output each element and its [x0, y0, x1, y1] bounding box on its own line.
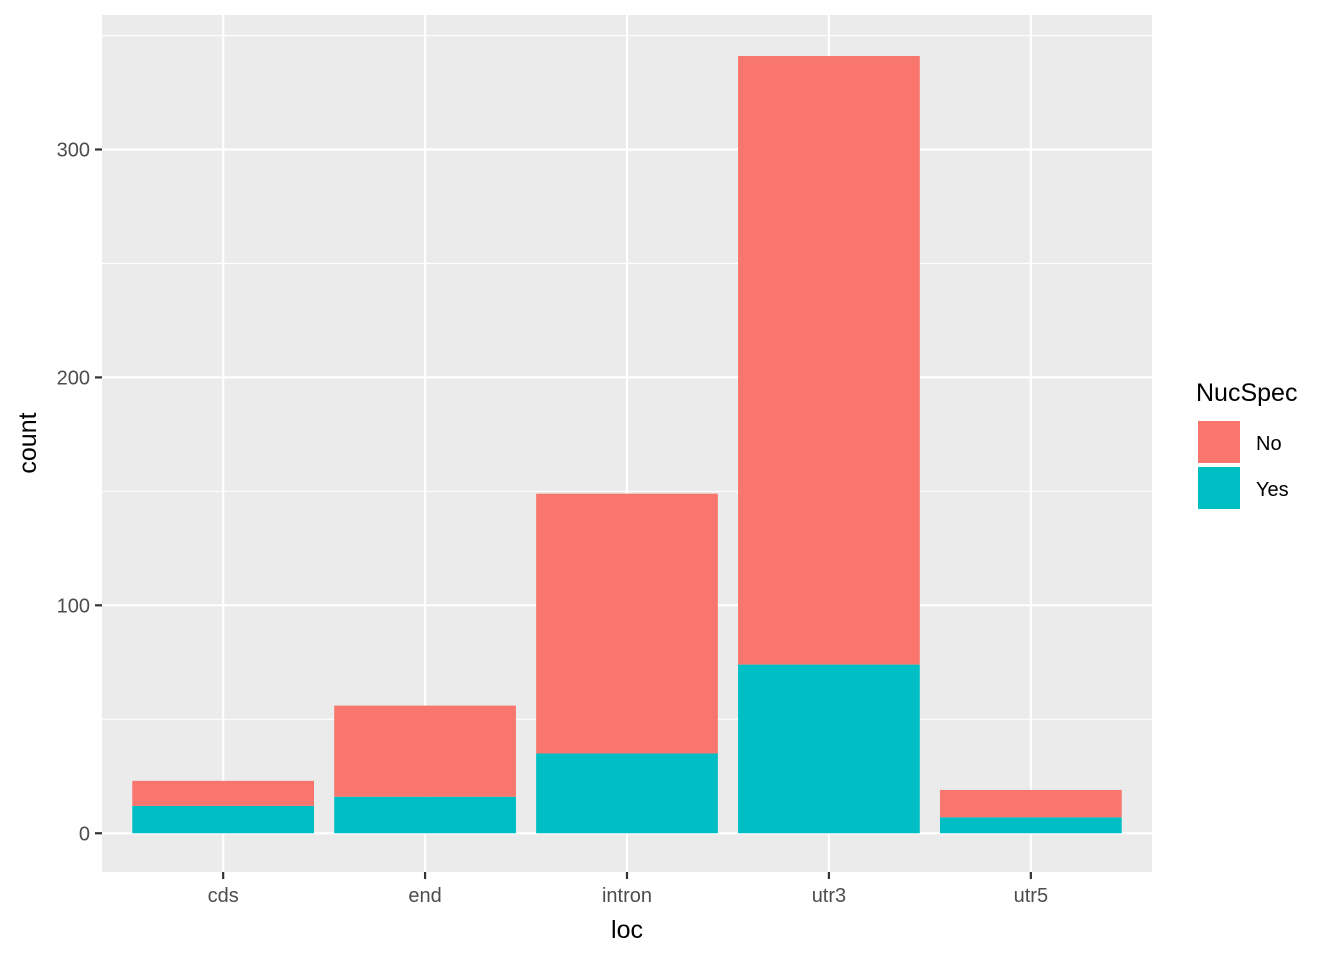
bar-utr5-no — [939, 789, 1122, 818]
legend-key-no — [1198, 421, 1240, 463]
y-tick-label: 100 — [57, 595, 90, 617]
bar-utr5-yes — [939, 817, 1122, 834]
legend: NucSpec No Yes — [1196, 379, 1297, 509]
legend-label-no: No — [1256, 433, 1282, 455]
y-tick-label: 200 — [57, 367, 90, 389]
y-axis: 0 100 200 300 — [57, 139, 102, 845]
bar-cds-yes — [132, 805, 315, 834]
legend-title: NucSpec — [1196, 379, 1297, 407]
x-axis: cds end intron utr3 utr5 — [208, 872, 1048, 907]
bar-intron-yes — [536, 753, 718, 834]
bar-intron-no — [536, 493, 718, 754]
bar-utr3-no — [738, 56, 920, 665]
y-tick-label: 300 — [57, 139, 90, 161]
bars — [132, 56, 1122, 834]
x-tick-label-cds: cds — [208, 885, 239, 907]
bar-cds-no — [132, 780, 315, 806]
x-tick-label-utr3: utr3 — [812, 885, 846, 907]
bar-end-no — [334, 705, 516, 797]
x-axis-title: loc — [611, 916, 643, 944]
x-tick-label-intron: intron — [602, 885, 652, 907]
legend-label-yes: Yes — [1256, 479, 1289, 501]
x-tick-label-end: end — [408, 885, 441, 907]
y-axis-title: count — [14, 412, 42, 473]
x-tick-label-utr5: utr5 — [1014, 885, 1048, 907]
legend-key-yes — [1198, 467, 1240, 509]
y-tick-label: 0 — [79, 823, 90, 845]
bar-end-yes — [334, 796, 516, 834]
bar-utr3-yes — [738, 664, 920, 834]
